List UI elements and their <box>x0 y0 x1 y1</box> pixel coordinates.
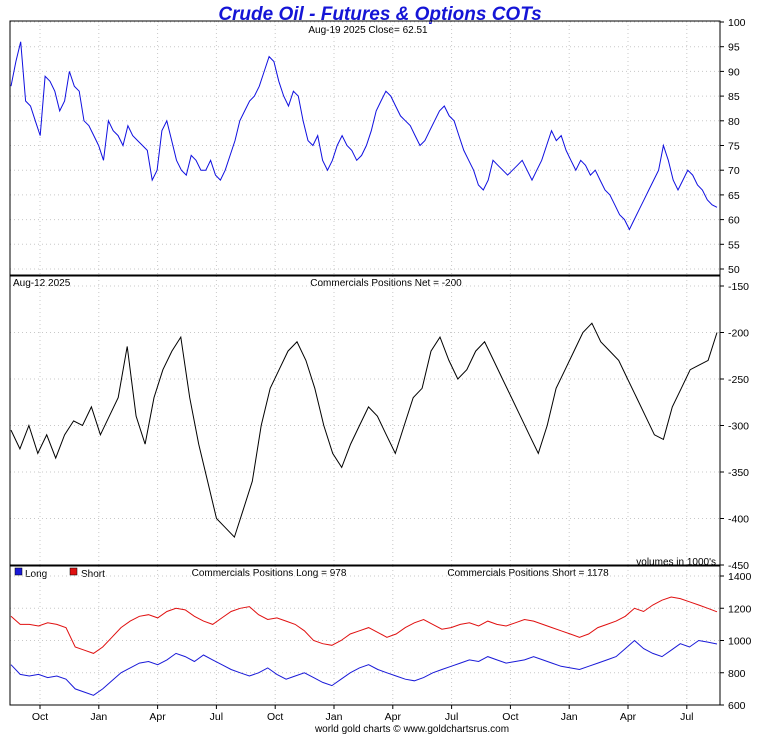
y-tick-label: 1000 <box>728 636 752 648</box>
y-tick-label: 80 <box>728 116 740 128</box>
net-date: Aug-12 2025 <box>13 278 71 289</box>
legend-short-label: Short <box>81 569 105 580</box>
y-tick-label: -450 <box>728 560 749 572</box>
long-header: Commercials Positions Long = 978 <box>192 568 347 579</box>
x-tick-label: Jan <box>561 711 578 723</box>
y-tick-label: 600 <box>728 700 746 712</box>
y-tick-label: -350 <box>728 467 749 479</box>
y-tick-label: 85 <box>728 91 740 103</box>
x-tick-label: Oct <box>32 711 48 723</box>
x-tick-label: Oct <box>502 711 518 723</box>
x-tick-label: Apr <box>385 711 402 723</box>
net-header: Commercials Positions Net = -200 <box>310 278 462 289</box>
y-tick-label: 95 <box>728 42 740 54</box>
series-line-short <box>10 596 718 654</box>
panel-frame <box>9 565 721 706</box>
y-tick-label: 1200 <box>728 603 752 615</box>
panel-frame <box>9 275 721 566</box>
legend-long-swatch <box>14 567 23 576</box>
x-tick-label: Jan <box>326 711 343 723</box>
y-tick-label: -200 <box>728 328 749 340</box>
series-line-long <box>10 639 718 696</box>
chart-title: Crude Oil - Futures & Options COTs <box>218 4 541 25</box>
series-line-net <box>10 322 718 539</box>
y-tick-label: 65 <box>728 190 740 202</box>
short-header: Commercials Positions Short = 1178 <box>447 568 609 579</box>
x-tick-label: Apr <box>620 711 637 723</box>
y-tick-label: 100 <box>728 17 746 29</box>
x-tick-label: Jul <box>680 711 693 723</box>
footer-credit: world gold charts © www.goldchartsrus.co… <box>314 724 509 735</box>
x-tick-label: Oct <box>267 711 283 723</box>
y-tick-label: -250 <box>728 374 749 386</box>
y-tick-label: 70 <box>728 165 740 177</box>
y-tick-label: 1400 <box>728 571 752 583</box>
series-line-price <box>10 41 718 231</box>
panel-frame <box>9 20 721 276</box>
x-tick-label: Jul <box>210 711 223 723</box>
y-tick-label: 50 <box>728 264 740 276</box>
volume-note: volumes in 1000's <box>636 557 716 568</box>
y-tick-label: -300 <box>728 421 749 433</box>
y-tick-label: 800 <box>728 668 746 680</box>
y-tick-label: 75 <box>728 141 740 153</box>
x-tick-label: Jul <box>445 711 458 723</box>
x-tick-label: Apr <box>149 711 166 723</box>
y-tick-label: 90 <box>728 66 740 78</box>
price-header: Aug-19 2025 Close= 62.51 <box>308 25 428 36</box>
y-tick-label: -400 <box>728 514 749 526</box>
y-tick-label: 60 <box>728 215 740 227</box>
x-tick-label: Jan <box>90 711 107 723</box>
y-tick-label: 55 <box>728 239 740 251</box>
legend-long-label: Long <box>25 569 47 580</box>
y-tick-label: -150 <box>728 281 749 293</box>
legend-short-swatch <box>69 567 78 576</box>
